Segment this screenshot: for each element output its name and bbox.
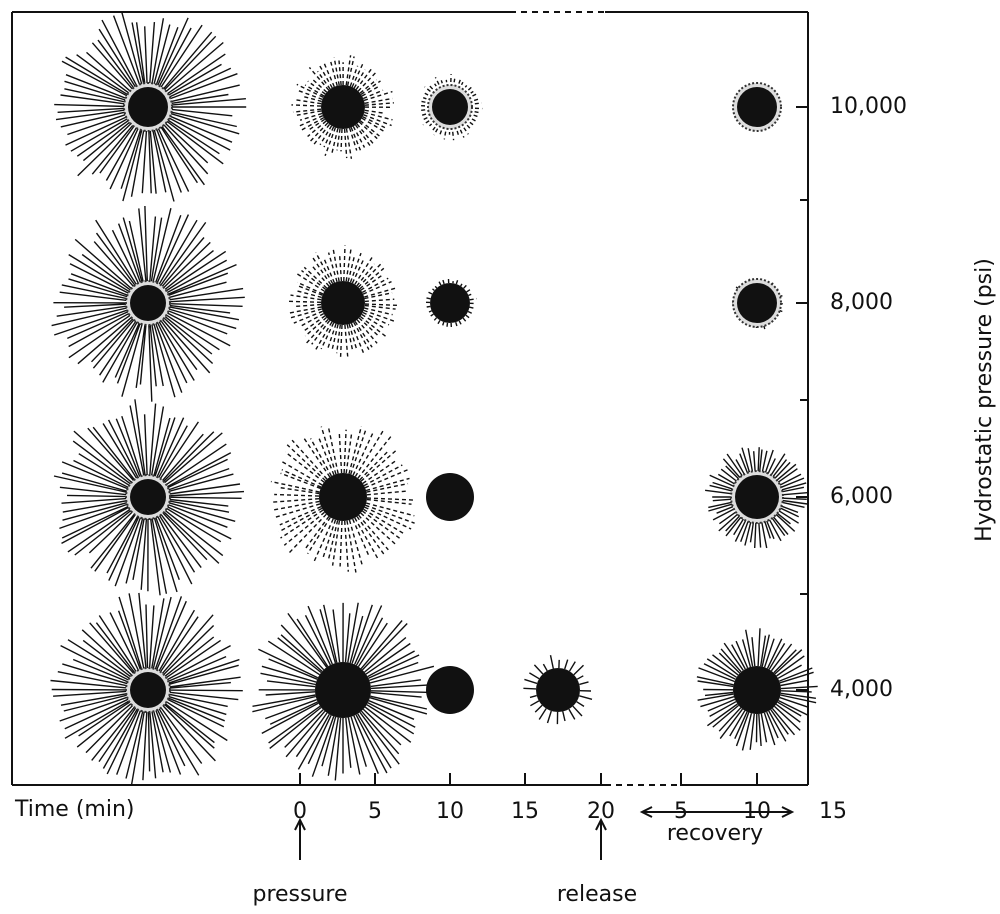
x-tick-label: 10 [743,799,771,824]
cell-rays [423,277,478,329]
cell-body [130,672,166,708]
pressure-arrowhead [294,817,306,831]
cell-body [536,668,580,712]
cell-body [733,666,781,714]
x-axis-title: Time (min) [14,797,135,822]
cell-body [430,283,470,323]
cell-rays [419,74,483,141]
cell-rays [252,602,435,781]
cell-rays [291,55,394,159]
cell-rays [696,628,818,751]
y-axis-title: Hydrostatic pressure (psi) [972,258,997,542]
cell-rays [54,12,247,202]
x-tick-label: 0 [293,799,307,824]
cell-body [737,283,777,323]
cell-rays [523,655,593,725]
cell-body [130,285,166,321]
cell-rays [287,245,399,357]
cell-rays [705,447,809,549]
x-tick-label: 15 [511,799,539,824]
frame [11,11,809,860]
cell-body [426,473,474,521]
cell-body [321,281,365,325]
x-tick-label: 20 [587,799,615,824]
x-tick-label: 15 [819,799,847,824]
release-arrowhead [595,817,607,831]
cell-body [130,479,166,515]
cell-rays [270,426,415,573]
x-tick-label: 5 [368,799,382,824]
cell-body [426,666,474,714]
x-tick-label: 5 [674,799,688,824]
cell-body [735,475,779,519]
cell-rays [53,399,245,596]
cell-body [737,87,777,127]
recovery-label: recovery [667,821,763,846]
release-label: release [557,882,637,907]
y-tick-label: 8,000 [830,290,893,315]
cell-body [321,85,365,129]
y-tick-label: 4,000 [830,677,893,702]
cell-body [315,662,371,718]
cell-body [128,87,168,127]
cell-body [432,89,468,125]
x-tick-label: 10 [436,799,464,824]
cell-rays [51,205,245,402]
y-tick-label: 10,000 [830,94,907,119]
cell-body [319,473,367,521]
recovery-arrowheads [639,806,795,818]
cell-rays [50,592,243,786]
pressure-label: pressure [252,882,347,907]
y-tick-label: 6,000 [830,484,893,509]
